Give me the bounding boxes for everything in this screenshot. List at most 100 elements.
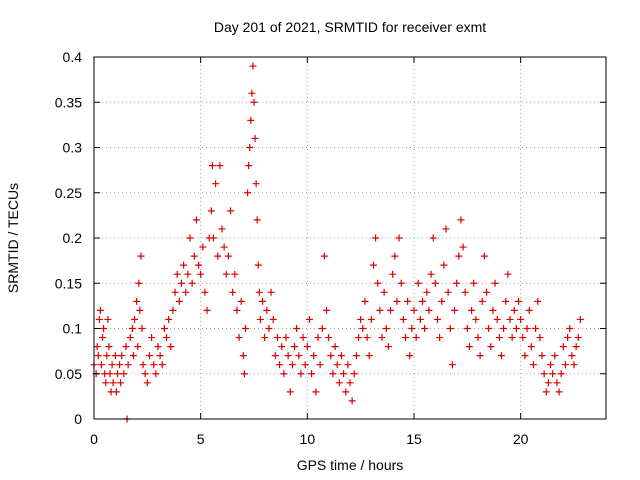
data-point: [280, 370, 288, 378]
data-point: [374, 279, 382, 287]
data-point: [216, 162, 224, 170]
data-point: [135, 279, 143, 287]
x-tick-label: 0: [90, 431, 98, 447]
y-tick-label: 0.25: [55, 185, 82, 201]
data-point: [397, 279, 405, 287]
data-point: [487, 343, 495, 351]
data-point: [429, 234, 437, 242]
data-point: [190, 252, 198, 260]
data-point: [510, 306, 518, 314]
data-point: [138, 325, 146, 332]
data-point: [387, 306, 395, 314]
data-point: [438, 297, 446, 305]
data-point: [399, 315, 407, 323]
data-point: [129, 352, 137, 360]
data-point: [229, 288, 237, 296]
data-point: [367, 315, 375, 323]
data-point: [476, 352, 484, 360]
data-point: [380, 288, 388, 296]
data-point: [314, 334, 322, 342]
data-point: [463, 325, 471, 332]
data-point: [222, 270, 230, 278]
data-point: [521, 352, 529, 360]
data-point: [333, 361, 341, 369]
data-point: [457, 216, 465, 224]
data-point: [410, 306, 418, 314]
data-point: [118, 352, 126, 360]
data-point: [195, 261, 203, 269]
data-point: [169, 306, 177, 314]
data-point: [117, 379, 125, 387]
data-point: [419, 297, 427, 305]
data-point: [126, 334, 134, 342]
data-point: [254, 261, 262, 269]
data-point: [261, 334, 269, 342]
data-point: [212, 180, 220, 188]
data-point: [555, 388, 563, 396]
data-point: [489, 306, 497, 314]
data-point: [207, 207, 215, 215]
data-point: [442, 225, 450, 233]
data-point: [497, 352, 505, 360]
data-point: [472, 315, 480, 323]
data-point: [431, 279, 439, 287]
data-point: [112, 388, 120, 396]
data-point: [316, 361, 324, 369]
data-point: [244, 189, 252, 197]
data-point: [455, 252, 463, 260]
data-point: [357, 315, 365, 323]
data-point: [106, 370, 114, 378]
data-point: [451, 306, 459, 314]
data-point: [378, 334, 386, 342]
data-point: [96, 306, 104, 314]
data-point: [346, 379, 354, 387]
data-point: [124, 361, 132, 369]
data-point: [180, 261, 188, 269]
data-point: [120, 370, 128, 378]
data-point: [421, 325, 429, 332]
data-point: [253, 216, 261, 224]
data-point: [474, 334, 482, 342]
data-point: [512, 325, 520, 332]
data-point: [152, 370, 160, 378]
data-point: [139, 361, 147, 369]
data-point: [564, 334, 572, 342]
data-point: [256, 315, 264, 323]
data-point: [502, 297, 510, 305]
data-point: [423, 288, 431, 296]
data-point: [478, 297, 486, 305]
data-point: [249, 62, 257, 70]
data-point: [519, 334, 527, 342]
data-point: [542, 388, 550, 396]
data-point: [263, 306, 271, 314]
data-point: [517, 315, 525, 323]
data-point: [536, 334, 544, 342]
data-point: [337, 352, 345, 360]
data-point: [97, 361, 105, 369]
data-point: [184, 270, 192, 278]
data-point: [122, 343, 130, 351]
data-point: [348, 397, 356, 405]
data-point: [235, 334, 243, 342]
data-point: [444, 288, 452, 296]
data-point: [192, 216, 200, 224]
data-point: [251, 134, 259, 142]
data-point: [557, 370, 565, 378]
data-point: [93, 343, 101, 351]
data-point: [104, 315, 112, 323]
data-point: [461, 288, 469, 296]
data-point: [491, 279, 499, 287]
data-point: [553, 379, 561, 387]
data-point: [284, 352, 292, 360]
data-point: [529, 361, 537, 369]
data-point: [231, 270, 239, 278]
data-point: [446, 325, 454, 332]
data-point: [246, 144, 254, 151]
data-point: [523, 325, 531, 332]
data-point: [291, 343, 299, 351]
data-point: [320, 252, 328, 260]
data-point: [382, 325, 390, 332]
data-point: [414, 279, 422, 287]
data-point: [412, 334, 420, 342]
data-point: [416, 315, 424, 323]
